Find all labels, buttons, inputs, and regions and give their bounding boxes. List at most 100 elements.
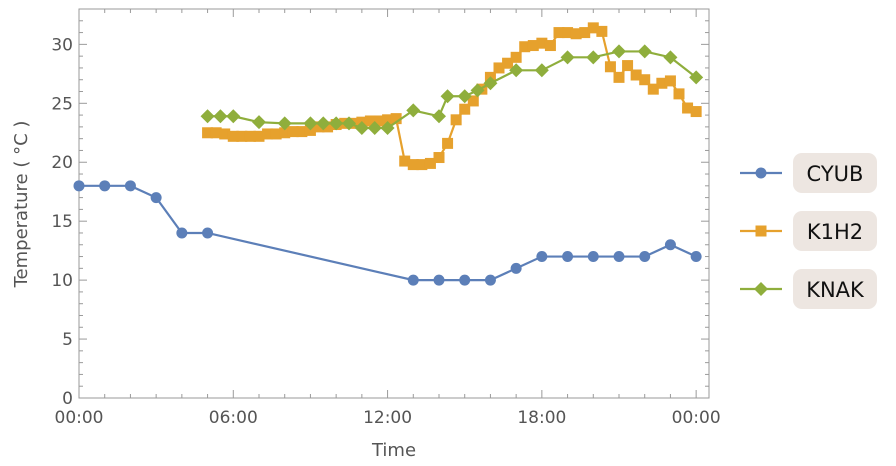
- data-point: [296, 126, 308, 138]
- data-point: [124, 180, 136, 192]
- y-tick-label: 20: [51, 153, 73, 173]
- legend-label-bg: [793, 269, 877, 309]
- series-CYUB: [73, 180, 702, 286]
- legend-marker: [755, 225, 767, 237]
- data-point: [510, 51, 522, 63]
- data-point: [440, 89, 455, 104]
- data-point: [587, 22, 599, 34]
- data-point: [544, 40, 556, 52]
- y-tick-label: 15: [51, 212, 73, 232]
- data-point: [647, 83, 659, 95]
- data-point: [244, 130, 256, 142]
- data-point: [639, 251, 651, 263]
- x-tick-label: 12:00: [363, 408, 412, 428]
- data-point: [407, 274, 419, 286]
- data-point: [604, 61, 616, 73]
- data-point: [406, 103, 421, 118]
- data-point: [553, 27, 565, 39]
- plot-frame: [78, 8, 710, 399]
- data-point: [227, 130, 239, 142]
- data-point: [210, 127, 222, 139]
- data-point: [673, 88, 685, 100]
- data-point: [433, 152, 445, 164]
- y-tick-label: 0: [62, 389, 73, 409]
- data-point: [457, 89, 472, 104]
- data-point: [536, 37, 548, 49]
- y-tick-label: 30: [51, 35, 73, 55]
- data-point: [637, 44, 652, 59]
- data-point: [502, 57, 514, 69]
- x-tick-label: 18:00: [517, 408, 566, 428]
- data-point: [467, 95, 479, 107]
- data-point: [316, 116, 331, 131]
- data-point: [202, 227, 214, 239]
- x-tick-label: 06:00: [209, 408, 258, 428]
- x-axis-title: Time: [371, 440, 416, 461]
- data-point: [364, 115, 376, 127]
- data-point: [470, 83, 485, 98]
- data-point: [433, 274, 445, 286]
- data-point: [510, 262, 522, 274]
- data-point: [390, 113, 402, 125]
- legend-label-bg: [793, 211, 877, 251]
- legend-marker: [755, 167, 767, 179]
- data-point: [213, 109, 228, 124]
- data-point: [562, 27, 574, 39]
- data-point: [493, 62, 505, 74]
- y-tick-label: 25: [51, 94, 73, 114]
- data-point: [313, 121, 325, 133]
- data-point: [399, 155, 411, 167]
- data-point: [664, 239, 676, 251]
- data-point: [596, 25, 608, 37]
- data-point: [459, 103, 471, 115]
- data-point: [354, 121, 369, 136]
- data-point: [570, 28, 582, 40]
- data-point: [509, 63, 524, 78]
- data-point: [236, 130, 248, 142]
- data-point: [270, 128, 282, 140]
- data-point: [279, 127, 291, 139]
- data-point: [373, 115, 385, 127]
- data-point: [322, 121, 334, 133]
- data-point: [277, 116, 292, 131]
- data-point: [367, 121, 382, 136]
- legend-label-bg: [793, 153, 877, 193]
- data-point: [612, 44, 626, 59]
- data-point: [656, 77, 668, 89]
- data-point: [303, 116, 318, 131]
- data-point: [613, 251, 625, 263]
- data-point: [690, 251, 702, 263]
- data-point: [484, 274, 496, 286]
- data-point: [416, 159, 428, 171]
- data-point: [226, 109, 241, 124]
- y-tick-label: 5: [62, 330, 73, 350]
- data-point: [536, 251, 548, 263]
- data-point: [586, 50, 601, 65]
- data-point: [150, 192, 162, 204]
- data-point: [304, 124, 316, 136]
- data-point: [663, 50, 678, 65]
- data-point: [562, 251, 574, 263]
- data-point: [689, 70, 704, 85]
- x-tick-label: 00:00: [55, 408, 104, 428]
- data-point: [560, 50, 575, 65]
- data-point: [534, 63, 549, 78]
- data-point: [382, 114, 394, 126]
- data-point: [587, 251, 599, 263]
- data-point: [200, 109, 215, 124]
- data-point: [176, 227, 188, 239]
- data-point: [262, 128, 274, 140]
- data-point: [219, 128, 231, 140]
- data-point: [99, 180, 111, 192]
- data-point: [442, 137, 454, 149]
- data-point: [253, 130, 265, 142]
- series-KNAK: [200, 44, 704, 136]
- data-point: [682, 102, 694, 114]
- data-point: [287, 126, 299, 138]
- data-point: [613, 71, 625, 83]
- data-point: [407, 159, 419, 171]
- x-tick-label: 00:00: [672, 408, 721, 428]
- legend-item: K1H2: [740, 211, 877, 251]
- data-point: [342, 116, 356, 131]
- data-point: [579, 27, 591, 39]
